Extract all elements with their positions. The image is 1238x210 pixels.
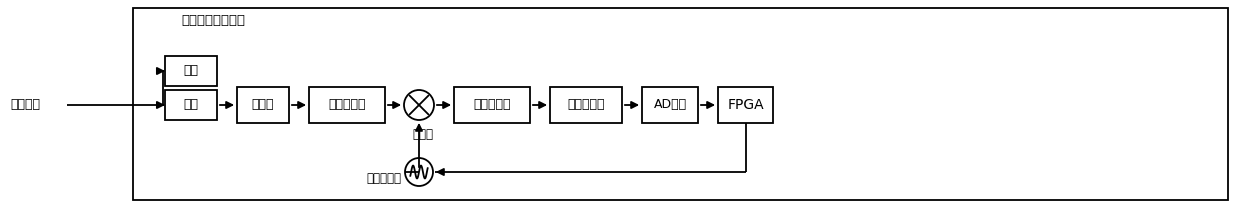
Text: FPGA: FPGA [727,98,764,112]
Bar [643,87,698,123]
Bar [132,8,1228,200]
Bar [236,87,288,123]
Text: 负载: 负载 [183,64,198,77]
Bar [454,87,530,123]
Bar [165,56,217,86]
Text: AD采集: AD采集 [654,98,687,112]
Text: 开关: 开关 [183,98,198,112]
Text: 中频放大器: 中频放大器 [567,98,604,112]
Text: 跳频辐射计接收机: 跳频辐射计接收机 [181,13,245,26]
Text: 可调本振源: 可调本振源 [366,172,401,185]
Bar [550,87,621,123]
Bar [310,87,385,123]
Text: 带通滤波器: 带通滤波器 [328,98,365,112]
Text: 中频滤波器: 中频滤波器 [473,98,511,112]
Text: 低噪放: 低噪放 [251,98,275,112]
Text: 混频器: 混频器 [412,128,433,141]
Bar [718,87,773,123]
Text: 天线输出: 天线输出 [10,98,40,112]
Bar [165,90,217,120]
